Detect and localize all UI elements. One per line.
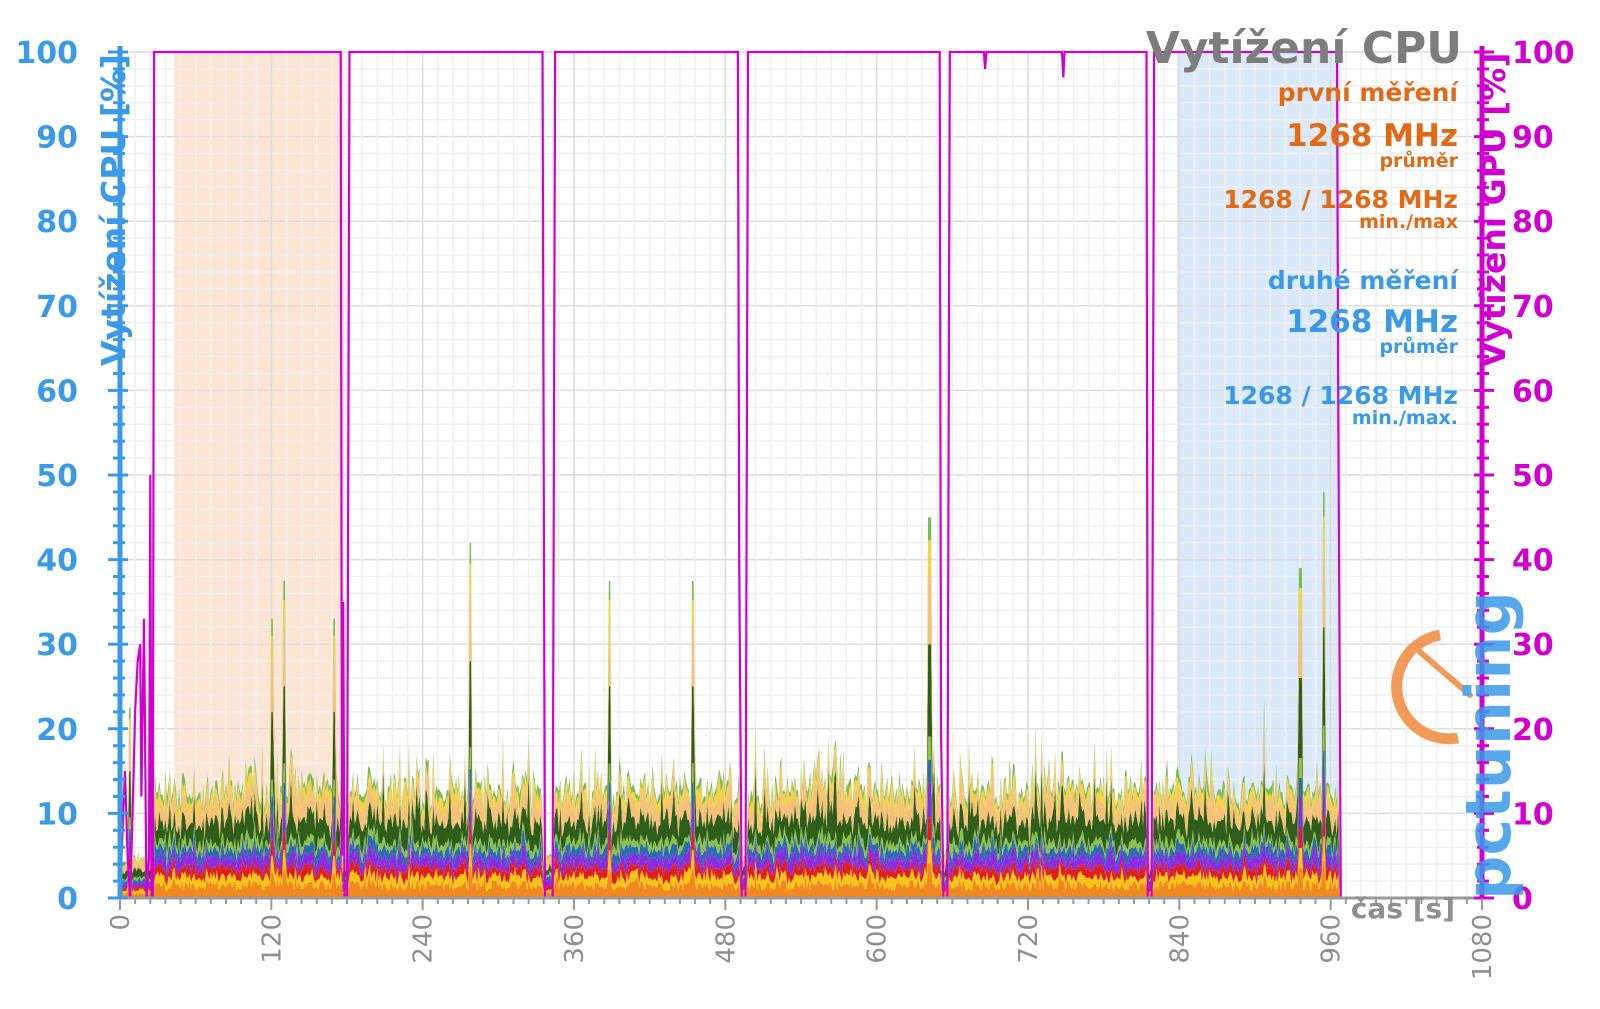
first-avg-value: 1268 MHz xyxy=(1286,118,1458,154)
cpu-stacked-areas xyxy=(120,491,1340,898)
left-tick-label: 70 xyxy=(36,290,78,325)
cpu-area-layer-4 xyxy=(120,774,1340,891)
watermark-text: pctuning xyxy=(1452,591,1525,900)
x-tick-label: 1080 xyxy=(1468,914,1498,980)
right-tick-label: 20 xyxy=(1512,713,1554,748)
second-minmax-caption: min./max. xyxy=(1352,407,1458,429)
chart-title: Vytížení CPU xyxy=(1146,23,1462,74)
x-tick-label: 960 xyxy=(1317,914,1347,964)
right-tick-label: 60 xyxy=(1512,374,1554,409)
right-tick-label: 40 xyxy=(1512,544,1554,579)
second-measurement-label: druhé měření xyxy=(1268,266,1460,295)
first-measurement-label: první měření xyxy=(1278,78,1460,107)
left-tick-label: 80 xyxy=(36,205,78,240)
left-tick-label: 10 xyxy=(36,797,78,832)
left-tick-label: 90 xyxy=(36,121,78,156)
cpu-area-layer-8 xyxy=(120,553,1340,876)
right-tick-label: 0 xyxy=(1512,882,1533,917)
x-tick-label: 360 xyxy=(560,914,590,964)
second-avg-value: 1268 MHz xyxy=(1286,304,1458,340)
gauge-needle-icon xyxy=(1417,649,1473,698)
left-y-ticks: 0 10 20 30 40 50 60 70 80 90 100 xyxy=(15,36,128,917)
first-avg-caption: průměr xyxy=(1379,149,1458,172)
left-tick-label: 60 xyxy=(36,374,78,409)
left-tick-label: 0 xyxy=(57,882,78,917)
x-axis-label: čas [s] xyxy=(1351,892,1455,925)
x-tick-label: 600 xyxy=(863,914,893,964)
right-tick-label: 50 xyxy=(1512,459,1554,494)
second-avg-caption: průměr xyxy=(1379,335,1458,358)
x-ticks: 0 120 240 360 480 600 720 840 960 1080 xyxy=(106,898,1498,980)
right-tick-label: 90 xyxy=(1512,121,1554,156)
x-tick-label: 720 xyxy=(1014,914,1044,964)
x-tick-label: 840 xyxy=(1165,914,1195,964)
right-tick-label: 80 xyxy=(1512,205,1554,240)
left-tick-label: 100 xyxy=(15,36,78,71)
x-tick-label: 240 xyxy=(409,914,439,964)
cpu-area-layer-7 xyxy=(120,627,1340,883)
right-tick-label: 30 xyxy=(1512,628,1554,663)
left-tick-label: 20 xyxy=(36,713,78,748)
first-minmax-value: 1268 / 1268 MHz xyxy=(1223,185,1458,214)
left-tick-label: 30 xyxy=(36,628,78,663)
cpu-area-layer-3 xyxy=(120,811,1340,894)
cpu-area-layer-6 xyxy=(120,725,1340,886)
left-y-axis-label: Vytížení CPU [%] xyxy=(94,54,133,366)
left-tick-label: 50 xyxy=(36,459,78,494)
left-tick-label: 40 xyxy=(36,544,78,579)
second-minmax-value: 1268 / 1268 MHz xyxy=(1223,381,1458,410)
right-tick-label: 10 xyxy=(1512,797,1554,832)
right-y-ticks: 0 10 20 30 40 50 60 70 80 90 100 xyxy=(1474,36,1575,917)
cpu-area-layer-1 xyxy=(120,861,1340,898)
pctuning-logo: pctuning xyxy=(1391,591,1525,900)
x-tick-label: 480 xyxy=(711,914,741,964)
right-tick-label: 70 xyxy=(1512,290,1554,325)
right-y-axis-label: Vytížení GPU [%] xyxy=(1474,53,1513,368)
gauge-icon xyxy=(1391,629,1459,745)
right-tick-label: 100 xyxy=(1512,36,1575,71)
x-tick-label: 0 xyxy=(106,914,136,931)
cpu-area-layer-5 xyxy=(120,750,1340,887)
cpu-area-layer-2 xyxy=(120,836,1340,896)
first-minmax-caption: min./max xyxy=(1359,211,1458,233)
x-tick-label: 120 xyxy=(257,914,287,964)
